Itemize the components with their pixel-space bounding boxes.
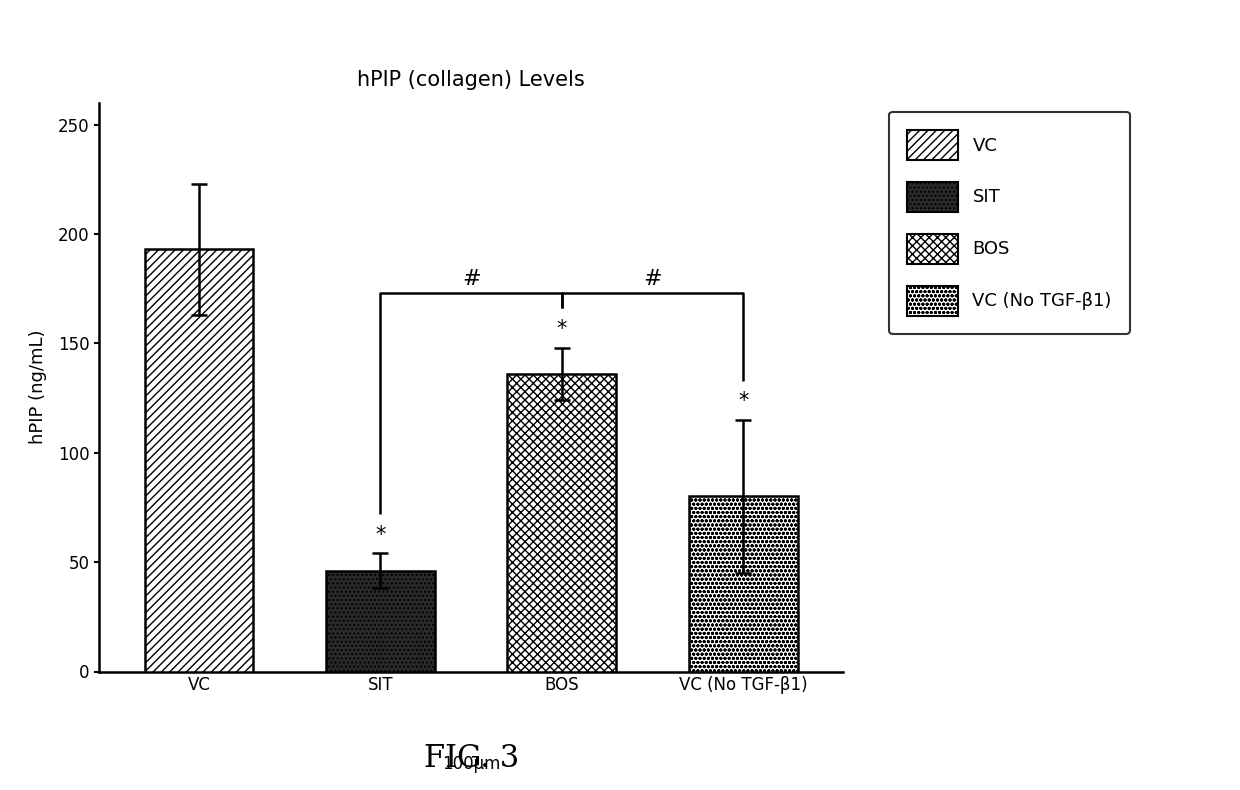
Text: #: # [644, 269, 662, 288]
Legend: VC, SIT, BOS, VC (No TGF-β1): VC, SIT, BOS, VC (No TGF-β1) [889, 111, 1130, 334]
Title: hPIP (collagen) Levels: hPIP (collagen) Levels [357, 70, 585, 90]
Bar [689, 496, 797, 672]
Text: *: * [738, 391, 749, 411]
Text: #: # [461, 269, 481, 288]
Y-axis label: hPIP (ng/mL): hPIP (ng/mL) [29, 330, 47, 444]
Text: 100μm: 100μm [441, 754, 501, 773]
Text: *: * [376, 525, 386, 544]
Bar [145, 250, 253, 672]
Text: *: * [557, 319, 567, 339]
Bar [326, 571, 435, 672]
Text: FIG. 3: FIG. 3 [424, 743, 518, 774]
Bar [507, 374, 616, 672]
